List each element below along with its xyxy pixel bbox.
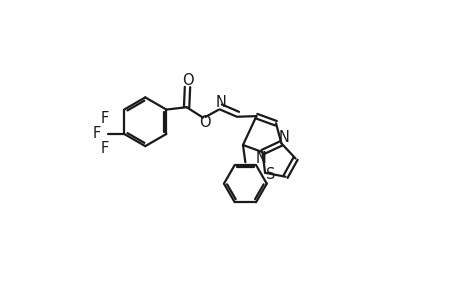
Text: N: N bbox=[278, 130, 289, 146]
Text: N: N bbox=[215, 95, 226, 110]
Text: F: F bbox=[92, 126, 101, 141]
Text: F: F bbox=[100, 111, 108, 126]
Text: O: O bbox=[198, 116, 210, 130]
Text: F: F bbox=[100, 141, 108, 156]
Text: N: N bbox=[255, 151, 266, 166]
Text: O: O bbox=[181, 73, 193, 88]
Text: S: S bbox=[266, 167, 275, 182]
